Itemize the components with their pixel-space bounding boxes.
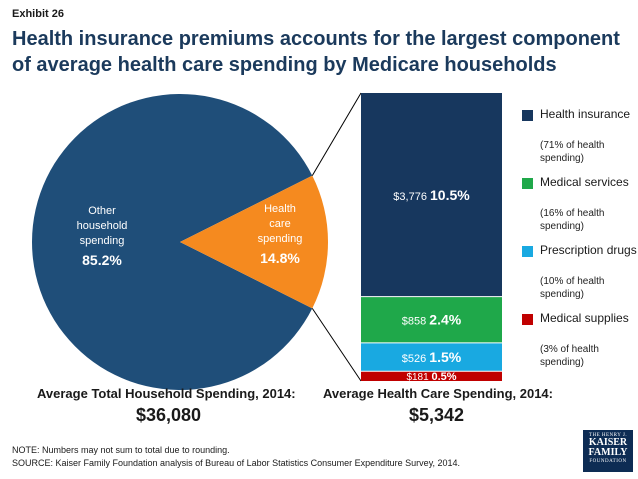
stacked-bar-chart: $3,776 10.5% $858 2.4% $526 1.5% $181 0.5% bbox=[361, 93, 502, 383]
connector-line-bottom bbox=[311, 308, 362, 382]
pie-other-label: Other household spending bbox=[77, 205, 128, 247]
exhibit-label: Exhibit 26 bbox=[12, 8, 64, 20]
legend-swatch bbox=[522, 110, 533, 121]
note-text: NOTE: Numbers may not sum to total due t… bbox=[12, 445, 230, 455]
pie-chart: Other household spending 85.2% Health care spe… bbox=[32, 93, 329, 390]
pie-total: $36,080 bbox=[136, 405, 202, 425]
bar-segment-label: $3,776 10.5% bbox=[393, 187, 470, 203]
bar-segment-label: $858 2.4% bbox=[402, 312, 462, 328]
legend-name: Medical services bbox=[540, 175, 629, 189]
chart-area: Other household spending 85.2% Health care spe… bbox=[32, 92, 502, 390]
bar-segment-health-insurance bbox=[361, 93, 502, 297]
legend-swatch bbox=[522, 246, 533, 257]
pie-slice-health-care bbox=[180, 175, 329, 309]
pie-health-label: Health care spending bbox=[258, 203, 303, 245]
pie-health-value: 14.8% bbox=[260, 250, 300, 266]
legend-sub: (3% of health spending) bbox=[540, 344, 599, 368]
kff-logo: THE HENRY J. KAISER FAMILY FOUNDATION bbox=[583, 430, 633, 472]
legend-name: Health insurance bbox=[540, 107, 631, 121]
pie-other-value: 85.2% bbox=[82, 252, 122, 268]
legend-sub: (71% of health spending) bbox=[540, 140, 605, 164]
legend-swatch bbox=[522, 314, 533, 325]
bar-caption: Average Health Care Spending, 2014: bbox=[323, 386, 553, 401]
bar-segment-prescription-drugs bbox=[361, 342, 502, 372]
legend-name: Prescription drugs bbox=[540, 243, 637, 257]
legend-sub: (16% of health spending) bbox=[540, 208, 605, 232]
bar-segment-label: $181 0.5% bbox=[406, 371, 456, 383]
source-text: SOURCE: Kaiser Family Foundation analysi… bbox=[12, 458, 461, 468]
pie-caption: Average Total Household Spending, 2014: bbox=[37, 386, 296, 401]
legend-swatch bbox=[522, 178, 533, 189]
pie-slice-other-household bbox=[32, 93, 313, 390]
bar-total: $5,342 bbox=[409, 405, 465, 425]
connector-lines bbox=[311, 92, 362, 382]
legend-sub: (10% of health spending) bbox=[540, 276, 605, 300]
connector-line-top bbox=[311, 92, 362, 176]
bar-segment-medical-supplies bbox=[361, 371, 502, 381]
bar-segment-medical-services bbox=[361, 296, 502, 343]
legend-name: Medical supplies bbox=[540, 311, 629, 325]
chart-title: Health insurance premiums accounts for t… bbox=[12, 28, 620, 76]
bar-segment-label: $526 1.5% bbox=[402, 349, 462, 365]
